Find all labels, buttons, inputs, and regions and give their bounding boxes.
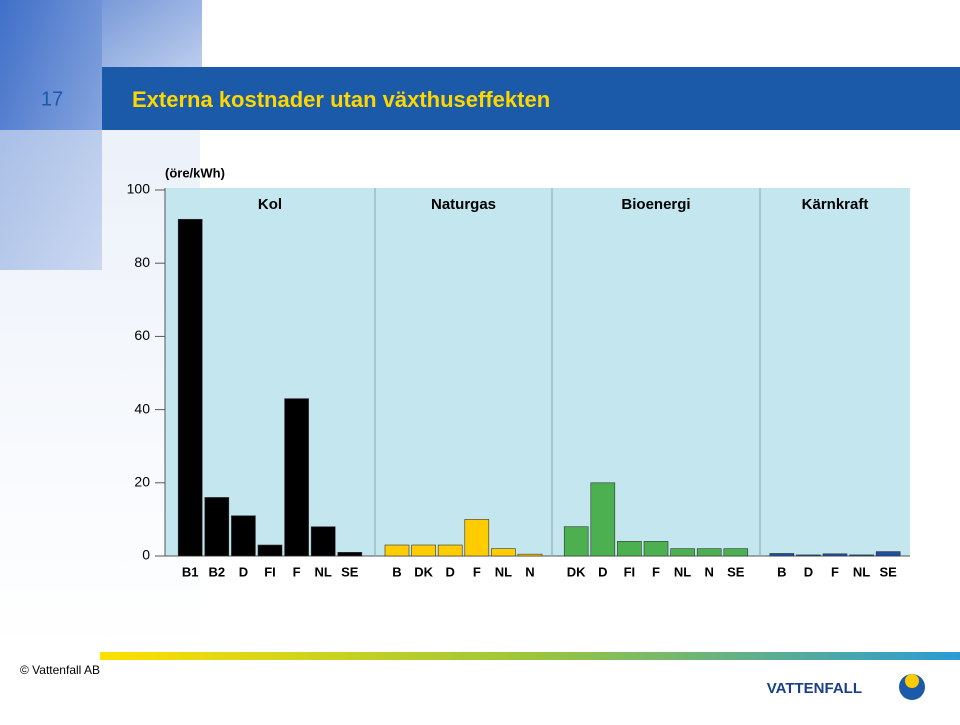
slide-number: 17 xyxy=(41,88,63,110)
bar xyxy=(257,544,283,557)
x-tick-label: DK xyxy=(414,564,433,579)
y-axis-label: (öre/kWh) xyxy=(165,165,225,180)
x-tick-label: FI xyxy=(624,564,636,579)
bar xyxy=(491,548,516,557)
group-label: Naturgas xyxy=(431,196,496,213)
x-tick-label: SE xyxy=(727,564,745,579)
x-tick-label: F xyxy=(652,564,660,579)
y-tick-label: 60 xyxy=(134,327,150,343)
bar xyxy=(411,544,436,557)
plot-area xyxy=(165,188,910,556)
y-tick-label: 100 xyxy=(127,181,151,197)
group-label: Kärnkraft xyxy=(802,196,869,213)
x-tick-label: N xyxy=(705,564,714,579)
slide-title: Externa kostnader utan växthuseffekten xyxy=(132,87,550,112)
x-tick-label: D xyxy=(598,564,607,579)
x-tick-label: DK xyxy=(567,564,586,579)
chart: 0 20 40 60 80 100 Kol B1 B2 D FI F NL SE Naturgas B DK D F… xyxy=(127,181,910,579)
bar xyxy=(437,544,463,557)
x-tick-label: D xyxy=(239,564,248,579)
bar xyxy=(517,553,543,557)
bar xyxy=(563,526,589,557)
x-tick-label: NL xyxy=(495,564,512,579)
bar xyxy=(231,515,256,557)
header-bar xyxy=(102,67,960,130)
bar xyxy=(769,553,795,557)
y-tick-label: 80 xyxy=(134,254,150,270)
x-tick-label: FI xyxy=(264,564,276,579)
bar xyxy=(875,551,901,557)
x-tick-label: D xyxy=(804,564,813,579)
bar xyxy=(723,548,749,557)
group-label: Kol xyxy=(258,196,282,213)
bar xyxy=(337,552,363,557)
y-tick-label: 20 xyxy=(134,474,150,490)
x-tick-label: NL xyxy=(315,564,332,579)
logo-text: VATTENFALL xyxy=(767,680,862,697)
bar xyxy=(617,541,642,557)
x-tick-label: B1 xyxy=(182,564,199,579)
x-tick-label: B2 xyxy=(208,564,225,579)
bar xyxy=(670,548,695,557)
x-tick-label: NL xyxy=(853,564,870,579)
bar xyxy=(284,398,309,557)
bar xyxy=(384,544,410,557)
footer-band xyxy=(100,652,960,660)
decoration xyxy=(102,0,202,67)
bar xyxy=(310,526,336,557)
y-tick-label: 0 xyxy=(142,547,150,563)
x-tick-label: B xyxy=(777,564,786,579)
x-tick-label: F xyxy=(293,564,301,579)
bar xyxy=(822,553,848,557)
bar xyxy=(643,541,669,557)
footer-text: © Vattenfall AB xyxy=(20,663,100,677)
y-tick-label: 40 xyxy=(134,400,150,416)
bar xyxy=(177,218,203,557)
x-tick-label: F xyxy=(831,564,839,579)
bar xyxy=(696,548,722,557)
bar xyxy=(796,554,821,557)
x-tick-label: F xyxy=(473,564,481,579)
logo-icon xyxy=(905,674,919,688)
bar xyxy=(849,554,874,557)
bar xyxy=(204,497,230,557)
x-tick-label: B xyxy=(392,564,401,579)
bar xyxy=(590,482,616,557)
bar xyxy=(464,519,490,557)
x-tick-label: D xyxy=(446,564,455,579)
x-tick-label: SE xyxy=(341,564,359,579)
group-label: Bioenergi xyxy=(621,196,690,213)
x-tick-label: NL xyxy=(674,564,691,579)
x-tick-label: N xyxy=(525,564,534,579)
x-tick-label: SE xyxy=(880,564,898,579)
